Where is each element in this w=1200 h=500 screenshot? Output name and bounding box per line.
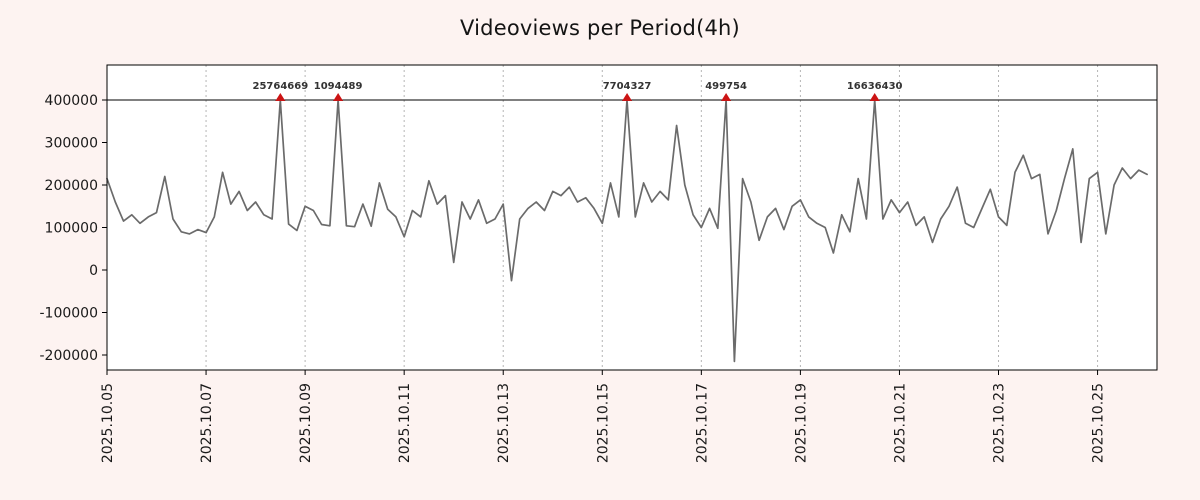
- y-tick-label: 100000: [45, 221, 98, 237]
- spike-triangle-icon: [333, 93, 344, 101]
- x-tick-label: 2025.10.25: [1091, 383, 1107, 463]
- y-tick-label: 300000: [45, 136, 98, 152]
- spike-triangle-icon: [622, 93, 633, 101]
- y-tick-label: 0: [89, 263, 98, 279]
- spike-value-label: 25764669: [253, 81, 309, 92]
- y-tick-label: -200000: [40, 348, 99, 364]
- spike-value-label: 7704327: [603, 81, 652, 92]
- x-tick-label: 2025.10.21: [892, 383, 908, 463]
- spike-triangle-icon: [275, 93, 286, 101]
- spike-value-label: 1094489: [314, 81, 363, 92]
- spike-triangle-icon: [721, 93, 732, 101]
- x-tick-label: 2025.10.15: [595, 383, 611, 463]
- chart-title: Videoviews per Period(4h): [460, 16, 740, 40]
- x-axis: 2025.10.05 2025.10.07 2025.10.09 2025.10.11…: [100, 370, 1107, 463]
- y-tick-label: 400000: [45, 93, 98, 109]
- y-tick-label: 200000: [45, 178, 98, 194]
- x-tick-label: 2025.10.11: [397, 383, 413, 463]
- x-tick-label: 2025.10.23: [992, 383, 1008, 463]
- y-tick-label: -100000: [40, 306, 99, 322]
- spike-triangle-icon: [869, 93, 880, 101]
- x-tick-label: 2025.10.05: [100, 383, 116, 463]
- x-tick-label: 2025.10.07: [199, 383, 215, 463]
- x-tick-label: 2025.10.09: [298, 383, 314, 463]
- spike-value-label: 499754: [705, 81, 747, 92]
- x-tick-label: 2025.10.19: [793, 383, 809, 463]
- plot-border: [106, 64, 1158, 371]
- spike-markers: 25764669 1094489 7704327 499754 16636430: [253, 81, 903, 101]
- x-tick-label: 2025.10.17: [694, 383, 710, 463]
- x-tick-label: 2025.10.13: [496, 383, 512, 463]
- y-axis: -200000 -100000 0 100000 200000 300000 400000: [40, 93, 107, 364]
- spike-value-label: 16636430: [847, 81, 903, 92]
